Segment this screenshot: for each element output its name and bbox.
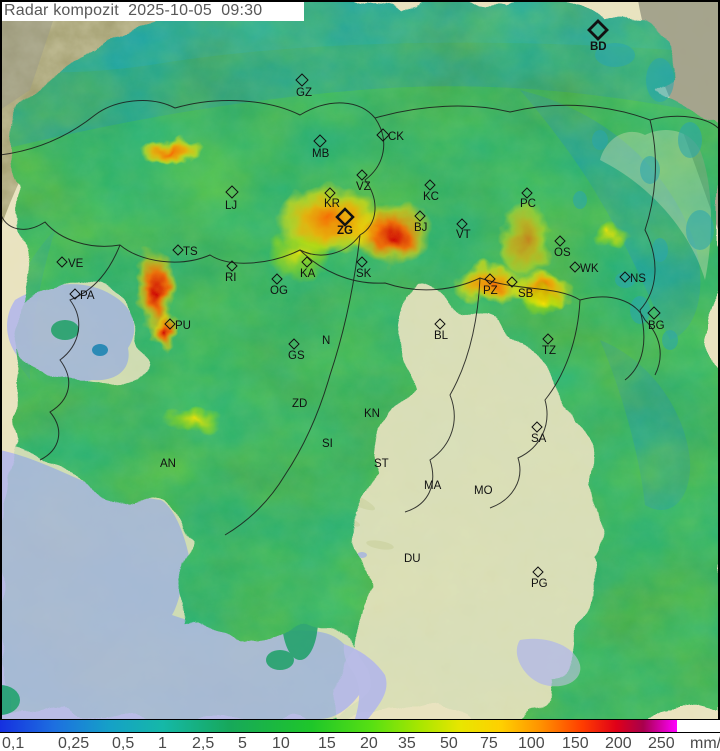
svg-text:N: N	[322, 335, 330, 347]
svg-text:DU: DU	[404, 553, 421, 565]
svg-text:VE: VE	[68, 258, 84, 270]
svg-text:WK: WK	[580, 263, 599, 275]
svg-text:OG: OG	[270, 285, 288, 297]
svg-text:SA: SA	[531, 433, 547, 445]
svg-text:TZ: TZ	[542, 345, 556, 357]
svg-text:GZ: GZ	[296, 87, 312, 99]
svg-text:BJ: BJ	[414, 222, 427, 234]
svg-text:BL: BL	[434, 330, 449, 342]
svg-text:KC: KC	[423, 191, 439, 203]
svg-text:KR: KR	[324, 198, 340, 210]
svg-text:MB: MB	[312, 148, 330, 160]
svg-text:TS: TS	[183, 246, 198, 258]
svg-text:PU: PU	[175, 320, 191, 332]
svg-text:CK: CK	[388, 131, 404, 143]
svg-text:PA: PA	[80, 290, 95, 302]
svg-text:KN: KN	[364, 408, 380, 420]
svg-text:ST: ST	[374, 458, 389, 470]
svg-text:SB: SB	[518, 288, 534, 300]
svg-text:BG: BG	[648, 320, 665, 332]
svg-text:LJ: LJ	[225, 200, 237, 212]
svg-text:BD: BD	[590, 41, 607, 53]
svg-text:MO: MO	[474, 485, 493, 497]
svg-text:VZ: VZ	[356, 181, 371, 193]
svg-text:KA: KA	[300, 268, 316, 280]
svg-text:PZ: PZ	[483, 285, 498, 297]
svg-text:SI: SI	[322, 438, 333, 450]
svg-text:PG: PG	[531, 578, 548, 590]
svg-text:NS: NS	[630, 273, 646, 285]
svg-text:PC: PC	[520, 198, 536, 210]
svg-text:AN: AN	[160, 458, 176, 470]
svg-text:ZD: ZD	[292, 398, 307, 410]
svg-text:GS: GS	[288, 350, 305, 362]
svg-text:MA: MA	[424, 480, 442, 492]
svg-text:OS: OS	[554, 247, 571, 259]
svg-text:SK: SK	[356, 268, 372, 280]
svg-text:RI: RI	[225, 272, 237, 284]
svg-text:ZG: ZG	[337, 225, 353, 237]
svg-text:VT: VT	[456, 229, 471, 241]
